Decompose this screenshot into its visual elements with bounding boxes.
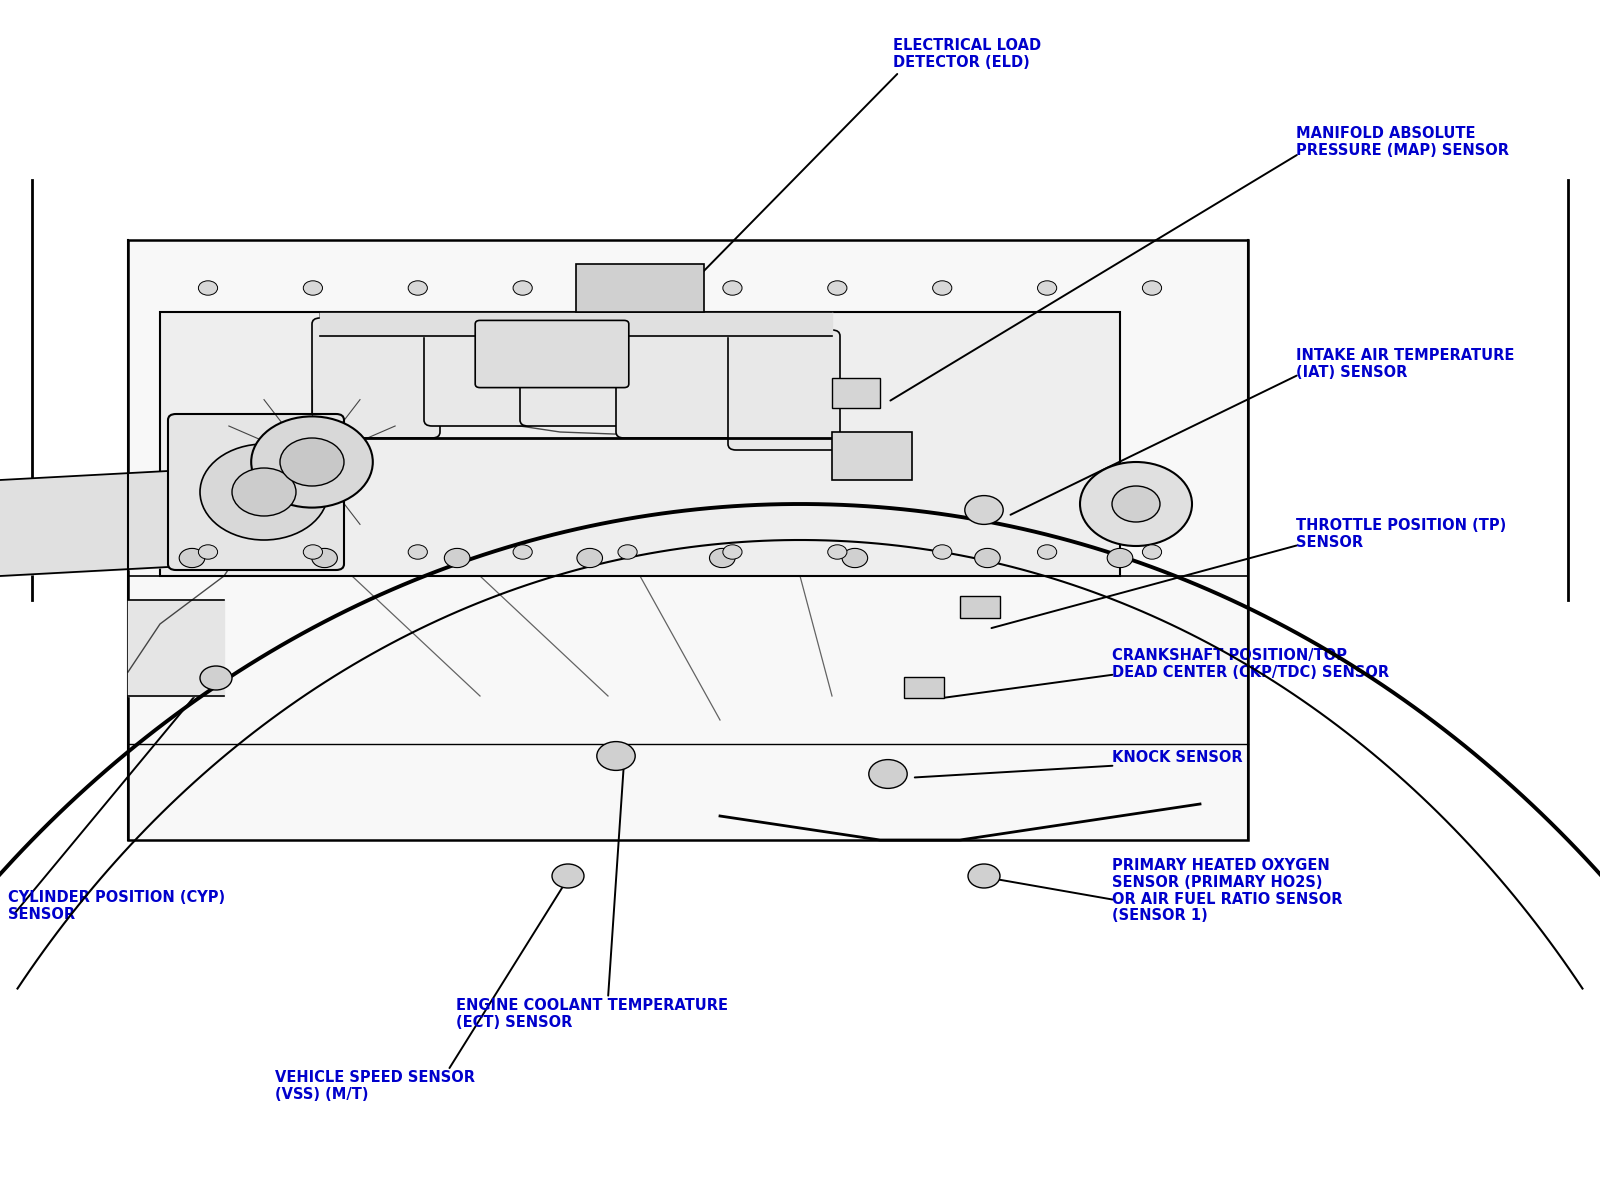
Circle shape <box>1142 545 1162 559</box>
Bar <box>904 677 944 698</box>
Text: ENGINE COOLANT TEMPERATURE
(ECT) SENSOR: ENGINE COOLANT TEMPERATURE (ECT) SENSOR <box>456 998 728 1030</box>
Text: CRANKSHAFT POSITION/TOP
DEAD CENTER (CKP/TDC) SENSOR: CRANKSHAFT POSITION/TOP DEAD CENTER (CKP… <box>1112 648 1389 679</box>
Bar <box>576 264 704 312</box>
Circle shape <box>552 864 584 888</box>
Circle shape <box>869 760 907 788</box>
Circle shape <box>842 548 867 568</box>
Circle shape <box>445 548 470 568</box>
Text: ELECTRICAL LOAD
DETECTOR (ELD): ELECTRICAL LOAD DETECTOR (ELD) <box>893 38 1042 70</box>
Circle shape <box>965 496 1003 524</box>
Circle shape <box>1112 486 1160 522</box>
Circle shape <box>198 281 218 295</box>
Circle shape <box>618 281 637 295</box>
Bar <box>128 240 1248 840</box>
Circle shape <box>723 281 742 295</box>
Circle shape <box>280 438 344 486</box>
Text: MANIFOLD ABSOLUTE
PRESSURE (MAP) SENSOR: MANIFOLD ABSOLUTE PRESSURE (MAP) SENSOR <box>1296 126 1509 157</box>
Circle shape <box>827 281 846 295</box>
Circle shape <box>709 548 734 568</box>
Circle shape <box>1107 548 1133 568</box>
Circle shape <box>933 545 952 559</box>
FancyBboxPatch shape <box>168 414 344 570</box>
FancyBboxPatch shape <box>616 330 744 438</box>
Text: PRIMARY HEATED OXYGEN
SENSOR (PRIMARY HO2S)
OR AIR FUEL RATIO SENSOR
(SENSOR 1): PRIMARY HEATED OXYGEN SENSOR (PRIMARY HO… <box>1112 858 1342 924</box>
Bar <box>960 596 1000 618</box>
Bar <box>160 312 1120 576</box>
FancyBboxPatch shape <box>728 330 840 450</box>
Bar <box>832 432 912 480</box>
Circle shape <box>1037 545 1056 559</box>
FancyBboxPatch shape <box>475 320 629 388</box>
Text: CYLINDER POSITION (CYP)
SENSOR: CYLINDER POSITION (CYP) SENSOR <box>8 890 226 922</box>
Circle shape <box>251 416 373 508</box>
Circle shape <box>304 281 323 295</box>
Circle shape <box>179 548 205 568</box>
Text: INTAKE AIR TEMPERATURE
(IAT) SENSOR: INTAKE AIR TEMPERATURE (IAT) SENSOR <box>1296 348 1514 379</box>
Circle shape <box>312 548 338 568</box>
Circle shape <box>408 545 427 559</box>
Circle shape <box>198 545 218 559</box>
Circle shape <box>827 545 846 559</box>
Text: THROTTLE POSITION (TP)
SENSOR: THROTTLE POSITION (TP) SENSOR <box>1296 518 1506 550</box>
Circle shape <box>618 545 637 559</box>
Circle shape <box>304 545 323 559</box>
Bar <box>832 378 880 408</box>
Circle shape <box>408 281 427 295</box>
Circle shape <box>578 548 603 568</box>
Circle shape <box>1080 462 1192 546</box>
Circle shape <box>514 281 533 295</box>
FancyBboxPatch shape <box>424 318 536 426</box>
Text: KNOCK SENSOR: KNOCK SENSOR <box>1112 750 1243 766</box>
Circle shape <box>200 666 232 690</box>
Circle shape <box>514 545 533 559</box>
Text: VEHICLE SPEED SENSOR
(VSS) (M/T): VEHICLE SPEED SENSOR (VSS) (M/T) <box>275 1070 475 1102</box>
Circle shape <box>933 281 952 295</box>
Circle shape <box>1037 281 1056 295</box>
FancyBboxPatch shape <box>312 318 440 438</box>
Circle shape <box>974 548 1000 568</box>
Circle shape <box>200 444 328 540</box>
Circle shape <box>232 468 296 516</box>
FancyBboxPatch shape <box>520 318 632 426</box>
Circle shape <box>597 742 635 770</box>
Circle shape <box>968 864 1000 888</box>
Circle shape <box>723 545 742 559</box>
Circle shape <box>1142 281 1162 295</box>
